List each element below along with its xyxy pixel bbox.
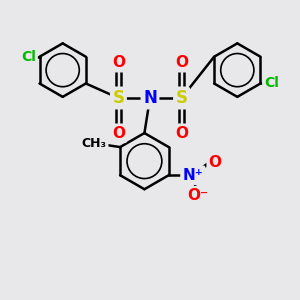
- Text: N⁺: N⁺: [182, 168, 203, 183]
- Text: S: S: [176, 89, 188, 107]
- Text: Cl: Cl: [21, 50, 36, 64]
- Text: O: O: [175, 55, 188, 70]
- Text: O⁻: O⁻: [187, 188, 208, 203]
- Text: N: N: [143, 89, 157, 107]
- Text: O: O: [112, 55, 125, 70]
- Text: CH₃: CH₃: [82, 137, 106, 150]
- Text: O: O: [209, 155, 222, 170]
- Text: O: O: [112, 126, 125, 141]
- Text: S: S: [112, 89, 124, 107]
- Text: O: O: [175, 126, 188, 141]
- Text: Cl: Cl: [264, 76, 279, 91]
